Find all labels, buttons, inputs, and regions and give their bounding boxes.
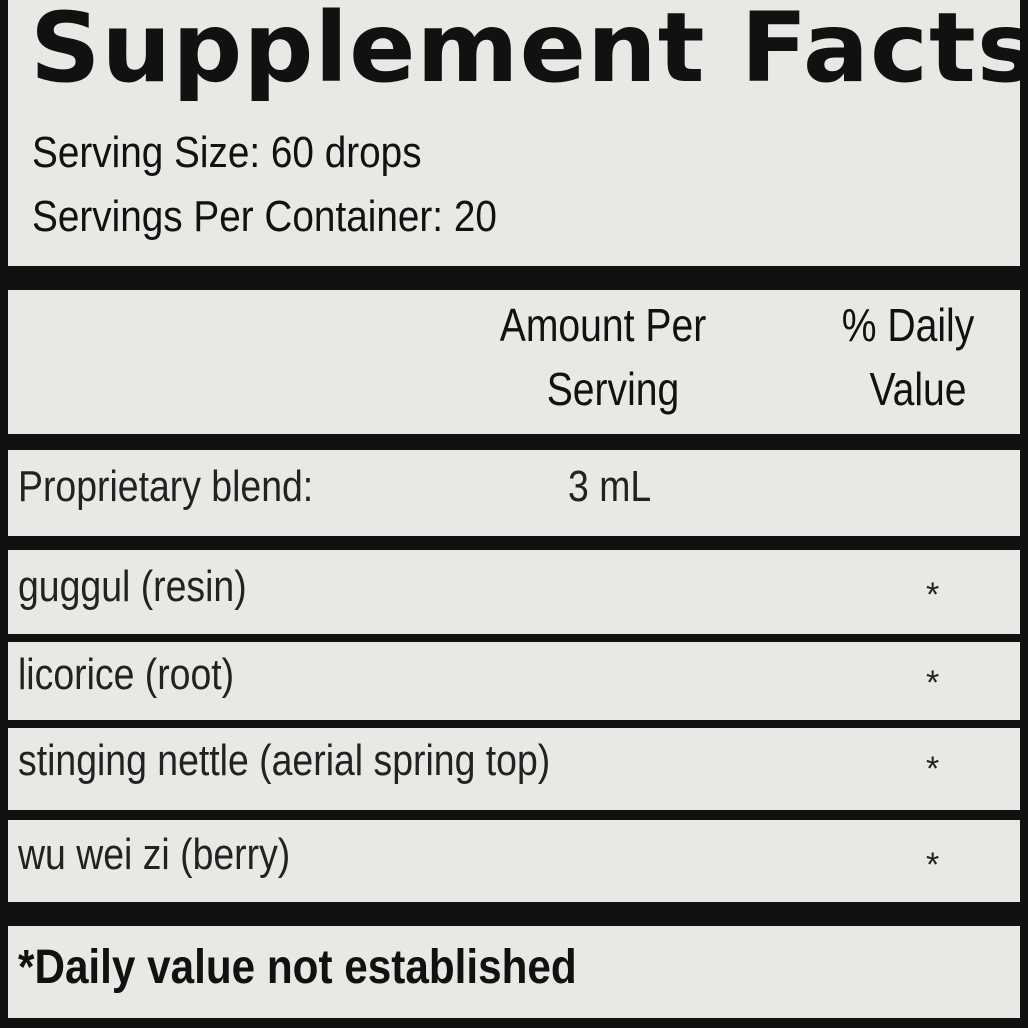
panel-title: Supplement Facts: [30, 0, 1028, 104]
ingredient-name: wu wei zi (berry): [18, 830, 291, 879]
serving-size: Serving Size: 60 drops: [32, 128, 422, 177]
dv-header-1: % Daily: [841, 299, 975, 351]
divider-row: [8, 536, 1028, 550]
ingredient-dv: *: [926, 664, 940, 702]
ingredient-dv: *: [926, 750, 940, 788]
divider-header: [8, 434, 1028, 450]
divider-thick: [8, 266, 1028, 290]
divider-row: [8, 634, 1028, 642]
blend-name: Proprietary blend:: [18, 462, 314, 511]
dv-header-2: Value: [869, 363, 967, 415]
ingredient-dv: *: [926, 576, 940, 614]
ingredient-dv: *: [926, 846, 940, 884]
footnote: *Daily value not established: [18, 941, 577, 994]
divider-row: [8, 720, 1028, 728]
ingredient-name: stinging nettle (aerial spring top): [18, 736, 551, 785]
amount-header-1: Amount Per: [499, 299, 707, 351]
amount-header-2: Serving: [546, 363, 680, 415]
bottom-border: [8, 1018, 1028, 1028]
blend-amount: 3 mL: [568, 462, 652, 511]
ingredient-name: guggul (resin): [18, 562, 247, 611]
ingredient-name: licorice (root): [18, 650, 235, 699]
divider-row: [8, 810, 1028, 820]
servings-per-container: Servings Per Container: 20: [32, 192, 497, 241]
divider-thick: [8, 902, 1028, 926]
